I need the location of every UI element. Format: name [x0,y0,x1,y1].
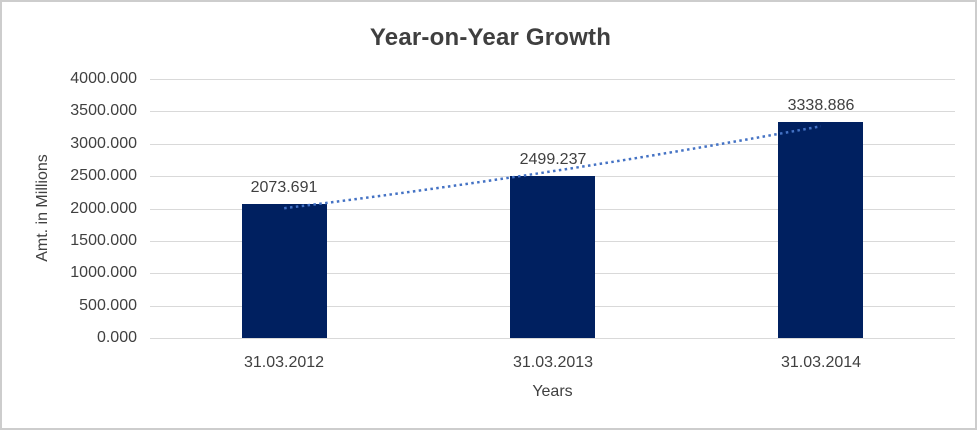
bar [510,176,595,338]
y-tick-label: 1500.000 [70,232,137,249]
gridline [150,111,955,112]
y-tick-label: 2000.000 [70,200,137,217]
bar-data-label: 2073.691 [250,179,318,196]
bar [242,204,327,338]
x-tick-label: 31.03.2013 [512,354,594,371]
y-tick-label: 4000.000 [70,70,137,87]
bar [778,122,863,338]
gridline [150,79,955,80]
y-tick-label: 0.000 [96,329,137,346]
y-tick-label: 500.000 [79,297,137,314]
y-tick-label: 3000.000 [70,135,137,152]
x-tick-label: 31.03.2012 [243,354,325,371]
chart-title: Year-on-Year Growth [369,24,612,51]
x-axis-title: Years [532,383,573,400]
bar-data-label: 2499.237 [519,151,587,168]
bar-data-label: 3338.886 [787,97,855,114]
x-tick-label: 31.03.2014 [780,354,862,371]
y-tick-label: 2500.000 [70,167,137,184]
gridline [150,338,955,339]
y-tick-label: 3500.000 [70,102,137,119]
y-tick-label: 1000.000 [70,264,137,281]
